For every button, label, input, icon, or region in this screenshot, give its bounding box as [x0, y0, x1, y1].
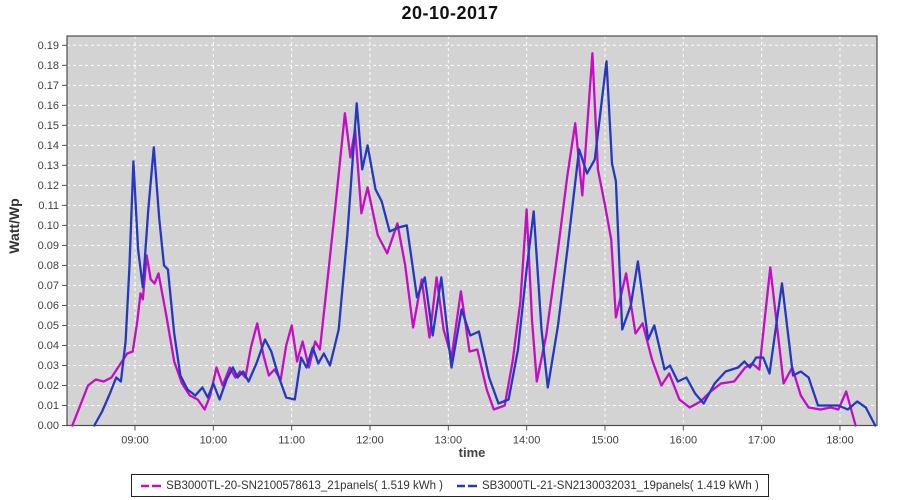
chart-title: 20-10-2017	[401, 3, 499, 23]
x-tick-label: 13:00	[435, 435, 463, 447]
series-line-1	[93, 60, 877, 427]
y-tick-label: 0.15	[38, 120, 59, 132]
legend-item-0: SB3000TL-20-SN2100578613_21panels( 1.519…	[141, 480, 443, 492]
x-tick-label: 12:00	[356, 435, 384, 447]
legend-line-swatch	[457, 484, 477, 487]
x-tick-label: 17:00	[748, 435, 776, 447]
y-tick-label: 0.05	[38, 320, 59, 332]
legend: SB3000TL-20-SN2100578613_21panels( 1.519…	[0, 474, 900, 497]
legend-item-1: SB3000TL-21-SN2130032031_19panels( 1.419…	[457, 480, 759, 492]
legend-box: SB3000TL-20-SN2100578613_21panels( 1.519…	[131, 474, 769, 497]
y-tick-label: 0.06	[38, 300, 59, 312]
plot-border	[66, 35, 878, 427]
x-tick-label: 09:00	[121, 435, 149, 447]
y-tick-label: 0.03	[38, 360, 59, 372]
y-tick-label: 0.17	[38, 80, 59, 92]
y-tick-label: 0.08	[38, 260, 59, 272]
x-tick-label: 10:00	[200, 435, 228, 447]
y-tick-label: 0.00	[38, 420, 59, 432]
y-tick-label: 0.10	[38, 220, 59, 232]
y-tick-label: 0.12	[38, 180, 59, 192]
x-tick-label: 14:00	[513, 435, 541, 447]
y-tick-label: 0.01	[38, 400, 59, 412]
y-tick-label: 0.02	[38, 380, 59, 392]
plot-area: 0.00 0.01 0.02 0.03 0.04 0.05 0.06 0.07 0.08 0.09…	[38, 35, 878, 447]
legend-label: SB3000TL-20-SN2100578613_21panels( 1.519…	[166, 479, 443, 492]
x-tick-label: 18:00	[826, 435, 854, 447]
y-axis-title: Watt/Wp	[6, 198, 22, 254]
legend-line-swatch	[141, 484, 162, 487]
x-tick-label: 15:00	[591, 435, 619, 447]
y-tick-label: 0.18	[38, 60, 59, 72]
x-tick-label: 11:00	[278, 435, 305, 447]
x-axis-title: time	[458, 445, 486, 460]
y-tick-label: 0.04	[38, 340, 59, 352]
y-tick-label: 0.13	[38, 160, 59, 172]
plot-background	[67, 36, 877, 426]
y-tick-label: 0.14	[38, 140, 59, 152]
x-tick-label: 16:00	[670, 435, 698, 447]
legend-label: SB3000TL-21-SN2130032031_19panels( 1.419…	[482, 479, 759, 492]
y-tick-label: 0.09	[38, 240, 59, 252]
y-tick-label: 0.16	[38, 100, 59, 112]
y-tick-label: 0.07	[38, 280, 59, 292]
y-tick-label: 0.11	[38, 200, 59, 212]
y-tick-label: 0.19	[38, 40, 59, 52]
series-line-0	[71, 52, 857, 427]
